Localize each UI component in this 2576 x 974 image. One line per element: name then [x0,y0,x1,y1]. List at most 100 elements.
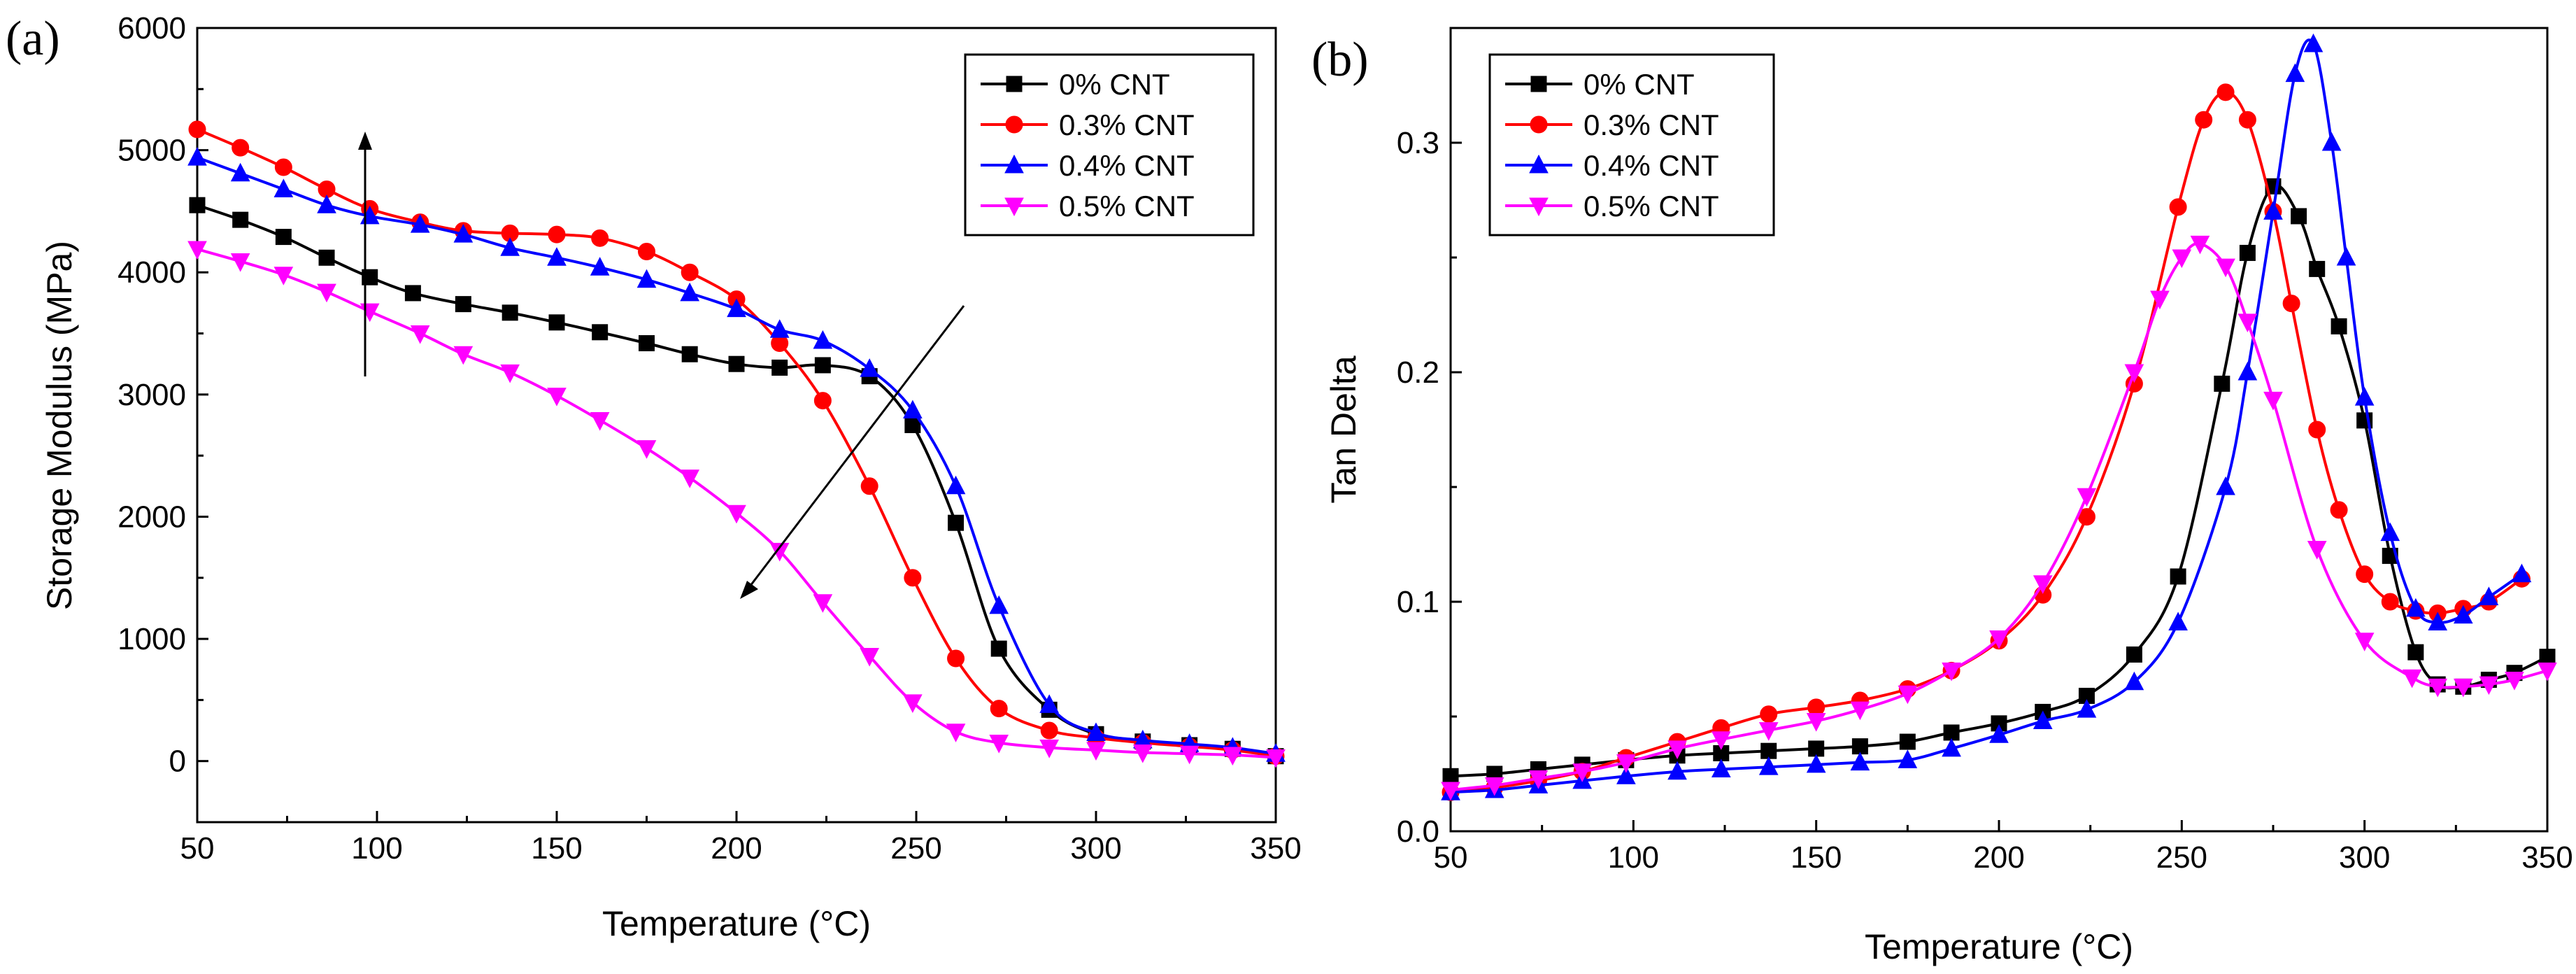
panel-b-legend: 0% CNT 0.3% CNT 0.4% CNT 0.5% CNT [1488,53,1775,237]
legend-marker [1530,76,1547,92]
data-point-marker [1040,721,1058,740]
data-point-marker [2336,246,2356,266]
data-point-marker [680,282,700,302]
legend-label: 0% CNT [1059,68,1170,101]
panel-b-axis-ticks: 50 100 150 200 250 300 350 0.0 0.1 0.2 0.3 [1397,126,2573,875]
legend-marker [1530,115,1548,134]
panel-a-trend-arrows [358,132,965,599]
data-point-marker [1484,777,1504,796]
data-point-marker [2380,522,2400,542]
data-point-marker [501,304,518,321]
data-point-marker [187,147,207,166]
data-point-marker [946,475,966,495]
data-point-marker [2505,672,2524,691]
x-tick-label: 100 [351,831,402,866]
data-point-marker [946,724,966,742]
data-point-marker [2237,313,2258,332]
data-point-marker [1898,685,1918,705]
y-tick-label: 2000 [118,500,186,534]
data-point-marker [1989,630,2009,649]
y-tick-label: 0.3 [1397,126,1439,160]
panel-a-storage-modulus-chart: (a) 50 100 150 200 250 300 350 0 1000 2000 3000 400… [6,11,1302,943]
legend-entry: 0.3% CNT [981,108,1195,141]
panel-a-y-axis-title: Storage Modulus (MPa) [40,241,79,610]
legend-marker [1004,197,1024,217]
data-point-marker [727,298,746,318]
data-point-marker [681,346,698,362]
panel-a-x-axis-title: Temperature (°C) [602,904,871,943]
data-point-marker [2512,563,2532,583]
data-point-marker [904,569,922,587]
data-point-marker [2321,132,2342,151]
panel-a-axis-ticks: 50 100 150 200 250 300 350 0 1000 2000 3000 4000 500… [118,11,1302,866]
data-point-marker [1086,722,1106,742]
data-point-marker [1899,733,1916,750]
data-point-marker [1616,765,1636,784]
data-point-marker [189,197,206,213]
data-point-marker [771,359,788,376]
data-point-marker [2291,208,2307,225]
data-point-marker [548,314,565,331]
data-point-marker [860,358,880,377]
decrease-arrow [744,305,965,593]
data-point-marker [638,243,655,261]
x-tick-label: 250 [890,831,941,866]
data-point-marker [500,237,520,256]
x-tick-label: 150 [531,831,582,866]
panel-b-label: (b) [1311,33,1369,87]
data-point-marker [1898,749,1918,768]
y-tick-label: 6000 [118,11,186,45]
data-point-marker [1667,740,1687,760]
data-point-marker [2033,710,2053,730]
data-point-marker [548,225,566,244]
data-point-marker [728,355,745,372]
data-point-marker [2168,612,2188,631]
data-point-marker [813,594,833,613]
data-point-marker [2354,386,2375,406]
x-tick-label: 300 [2339,840,2390,875]
data-point-marker [1667,761,1687,780]
data-point-marker [274,158,292,176]
data-point-marker [2077,699,2097,718]
data-point-marker [1528,770,1549,789]
data-point-marker [860,477,878,495]
legend-entry: 0.3% CNT [1505,108,1719,141]
y-tick-label: 0 [169,744,186,779]
panel-a-legend-box [964,53,1255,237]
x-tick-label: 150 [1791,840,1842,875]
y-tick-label: 3000 [118,378,186,412]
data-point-marker [1572,763,1592,782]
data-point-marker [860,648,880,667]
data-point-marker [2330,501,2348,519]
increase-arrowhead [358,132,372,150]
data-point-marker [2150,290,2170,310]
data-point-marker [2538,662,2557,682]
x-tick-label: 200 [1973,840,2024,875]
legend-entry: 0.5% CNT [981,190,1195,223]
data-point-marker [404,285,421,302]
data-point-marker [1758,722,1779,741]
data-point-marker [989,595,1009,614]
data-point-marker [2406,598,2426,617]
data-point-marker [681,263,699,281]
y-tick-label: 0.0 [1397,814,1439,849]
data-point-marker [1086,742,1106,761]
data-point-marker [1179,745,1200,765]
data-point-marker [2190,235,2210,255]
data-point-marker [591,229,609,247]
data-point-marker [2381,593,2399,611]
data-point-marker [813,330,833,349]
legend-label: 0.5% CNT [1584,190,1719,223]
data-point-marker [1711,731,1731,750]
y-tick-label: 4000 [118,255,186,290]
data-point-marker [1851,738,1868,755]
panel-a-legend: 0% CNT 0.3% CNT 0.4% CNT 0.5% CNT [964,53,1255,237]
data-point-marker [2479,676,2499,696]
legend-entry: 0% CNT [981,68,1170,101]
data-point-marker [2479,586,2499,605]
x-tick-label: 350 [1250,831,1301,866]
data-point-marker [547,247,567,266]
series-0-4-cnt [187,147,1286,762]
data-point-marker [813,392,832,410]
